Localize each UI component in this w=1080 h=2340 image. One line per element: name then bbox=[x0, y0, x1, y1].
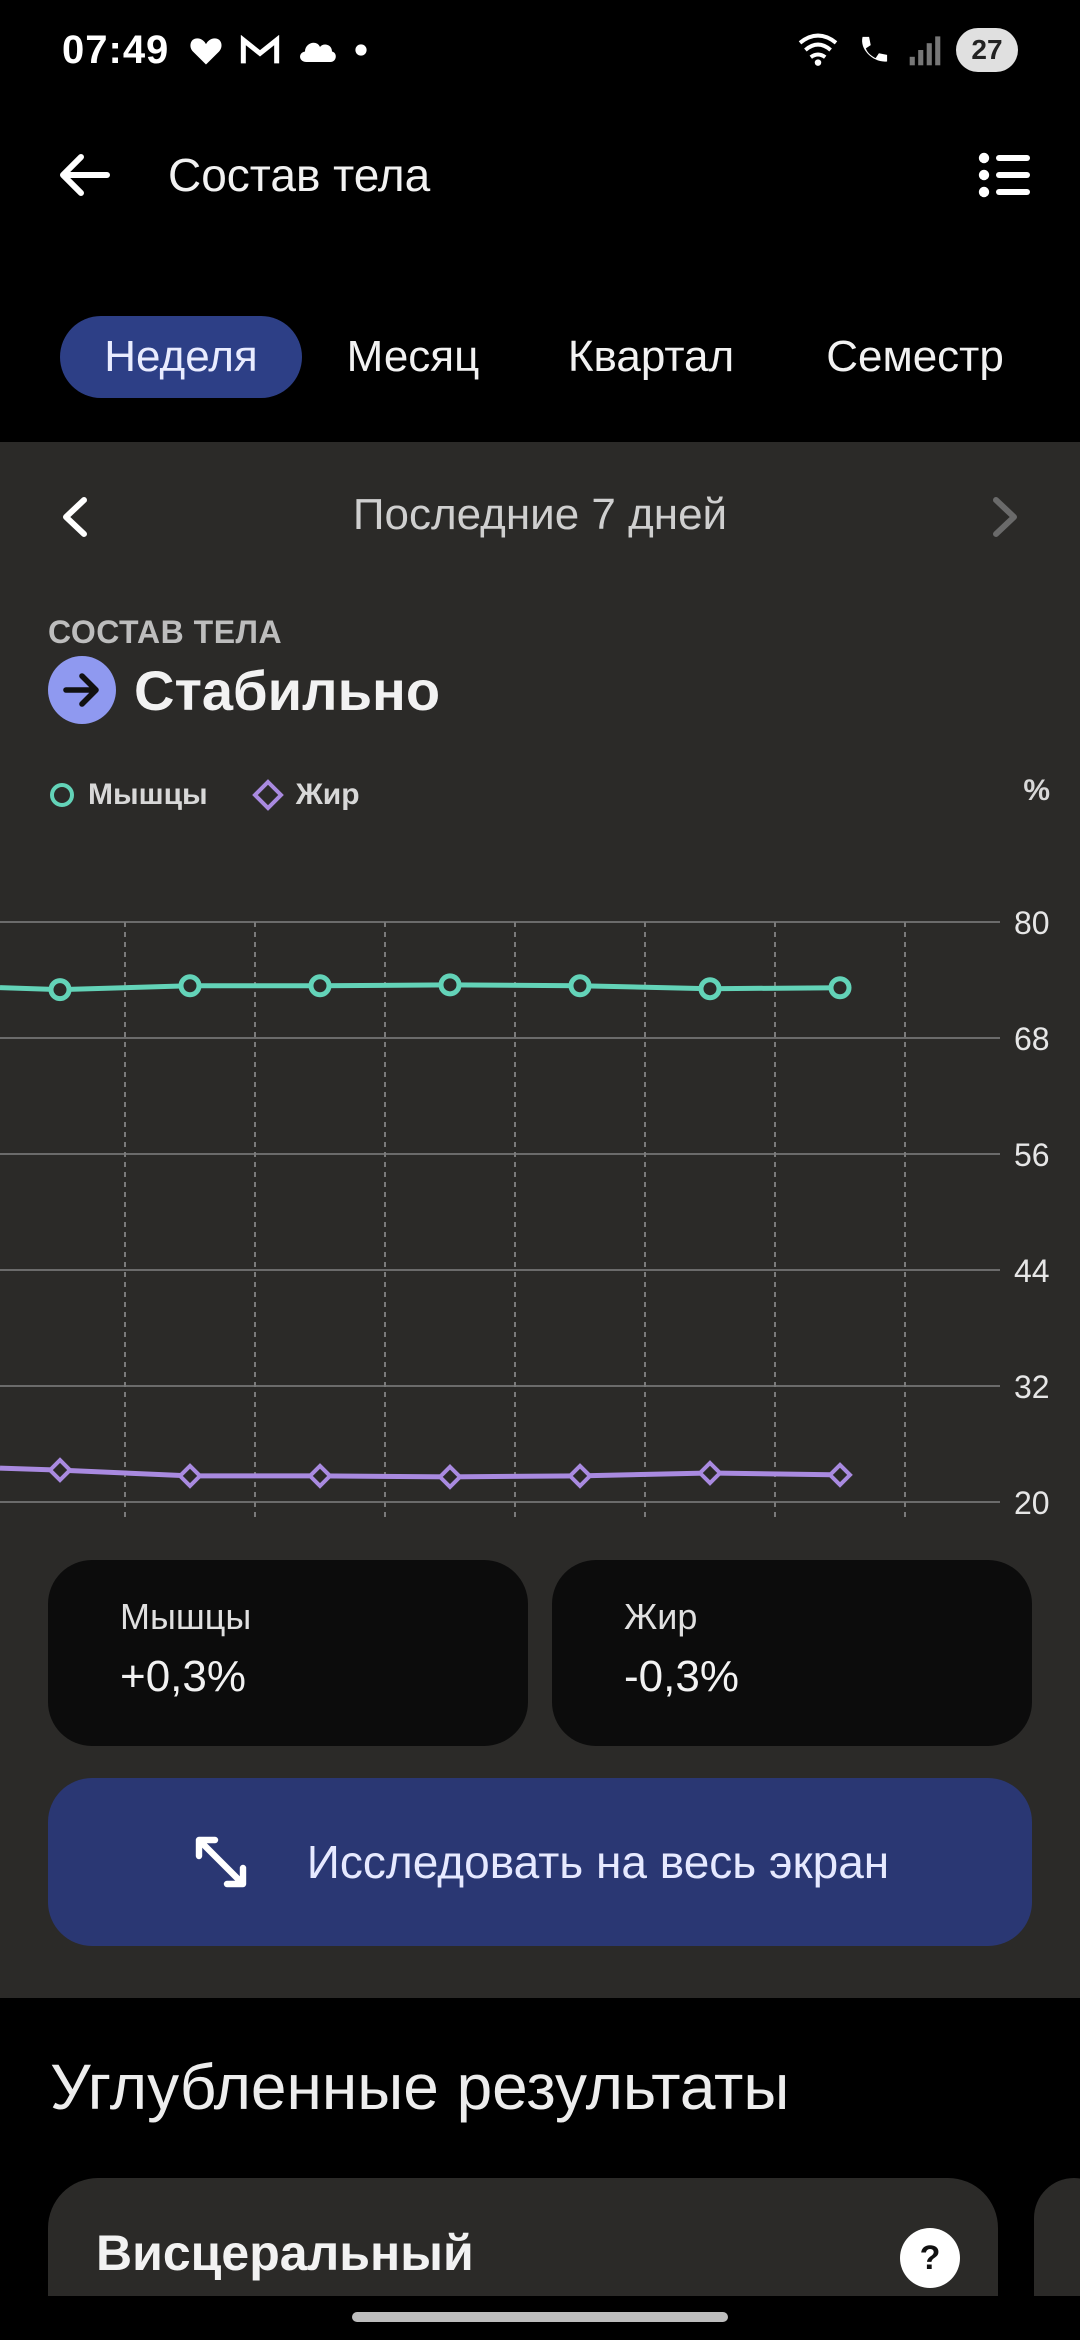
y-tick-label: 20 bbox=[1014, 1485, 1050, 1521]
visceral-card-title: Висцеральный bbox=[96, 2225, 474, 2281]
fat-series-line bbox=[0, 1465, 841, 1480]
status-bar: 07:49 27 bbox=[0, 0, 1080, 110]
next-period-button[interactable] bbox=[970, 482, 1040, 552]
muscle-data-point bbox=[438, 973, 462, 997]
dot-icon bbox=[355, 44, 367, 56]
gesture-nav-bar bbox=[0, 2296, 1080, 2340]
chevron-left-icon bbox=[63, 497, 87, 537]
muscle-data-point bbox=[178, 974, 202, 998]
x-tick-label: Пт bbox=[659, 1519, 697, 1522]
fat-data-point bbox=[47, 1457, 73, 1483]
fat-data-point bbox=[697, 1460, 723, 1486]
period-tabs: Неделя Месяц Квартал Семестр bbox=[0, 316, 1080, 400]
muscle-data-point bbox=[828, 976, 852, 1000]
change-stats: Мышцы +0,3% Жир -0,3% bbox=[48, 1560, 1032, 1746]
wifi-icon bbox=[798, 33, 838, 66]
deep-results-title: Углубленные результаты bbox=[50, 2051, 790, 2123]
fat-data-point bbox=[177, 1463, 203, 1489]
arrow-right-icon bbox=[48, 656, 116, 724]
wifi-calling-icon bbox=[862, 36, 888, 62]
back-button[interactable] bbox=[50, 140, 120, 210]
fat-data-point bbox=[307, 1463, 333, 1489]
expand-diagonal-icon bbox=[195, 1836, 246, 1888]
page-title: Состав тела bbox=[168, 149, 431, 201]
list-menu-button[interactable] bbox=[970, 140, 1040, 210]
y-tick-label: 56 bbox=[1014, 1137, 1050, 1173]
y-tick-label: 32 bbox=[1014, 1369, 1050, 1405]
x-tick-label: Сб bbox=[789, 1519, 830, 1522]
muscle-data-point bbox=[568, 974, 592, 998]
explore-fullscreen-label: Исследовать на весь экран bbox=[306, 1836, 890, 1888]
status-time: 07:49 bbox=[62, 28, 170, 72]
x-tick-label: Вс bbox=[919, 1519, 956, 1522]
muscle-change-card: Мышцы +0,3% bbox=[48, 1560, 528, 1746]
chevron-right-icon bbox=[993, 497, 1017, 537]
diamond-marker-icon bbox=[251, 779, 284, 811]
tab-quarter[interactable]: Квартал bbox=[567, 332, 735, 381]
tab-semester[interactable]: Семестр bbox=[826, 332, 1004, 381]
muscle-data-point bbox=[308, 974, 332, 998]
fat-change-card: Жир -0,3% bbox=[552, 1560, 1032, 1746]
legend-fat-label: Жир bbox=[295, 778, 360, 811]
previous-period-button[interactable] bbox=[40, 482, 110, 552]
muscle-change-value: +0,3% bbox=[120, 1652, 246, 1701]
fat-data-point bbox=[437, 1464, 463, 1490]
cloud-icon bbox=[300, 42, 336, 62]
fat-change-value: -0,3% bbox=[624, 1652, 739, 1701]
body-composition-chart: 20 32 44 56 68 80 Пн Вт Ср Чт Пт Сб Вс bbox=[0, 905, 1050, 1522]
fat-data-point bbox=[827, 1462, 853, 1488]
signal-icon bbox=[909, 36, 941, 66]
muscle-data-point bbox=[48, 978, 72, 1002]
fat-change-label: Жир bbox=[624, 1596, 698, 1637]
chart-legend: Мышцы Жир bbox=[48, 778, 360, 812]
fat-data-point bbox=[567, 1463, 593, 1489]
notification-icons bbox=[188, 34, 368, 66]
trend-status: Стабильно bbox=[48, 656, 440, 724]
y-tick-label: 68 bbox=[1014, 1021, 1050, 1057]
question-mark-icon: ? bbox=[919, 2238, 941, 2277]
x-tick-label: Чт bbox=[529, 1519, 565, 1522]
unit-label: % bbox=[1023, 774, 1050, 807]
section-label: СОСТАВ ТЕЛА bbox=[48, 614, 283, 650]
body-composition-card: Последние 7 дней СОСТАВ ТЕЛА Стабильно М… bbox=[0, 442, 1080, 1998]
x-tick-label: Ср bbox=[399, 1519, 440, 1522]
tab-month[interactable]: Месяц bbox=[346, 332, 480, 381]
x-tick-label: Вт bbox=[269, 1519, 304, 1522]
app-bar: Состав тела bbox=[0, 120, 1080, 240]
gmail-icon bbox=[240, 35, 280, 64]
x-tick-label: Пн bbox=[139, 1519, 180, 1522]
legend-fat: Жир bbox=[251, 778, 360, 812]
explore-fullscreen-button[interactable]: Исследовать на весь экран bbox=[48, 1778, 1032, 1946]
arrow-left-icon bbox=[60, 154, 110, 196]
period-label: Последние 7 дней bbox=[352, 490, 728, 539]
home-indicator[interactable] bbox=[352, 2312, 728, 2322]
battery-indicator: 27 bbox=[956, 28, 1018, 72]
period-navigator: Последние 7 дней bbox=[0, 472, 1080, 562]
heart-icon bbox=[190, 38, 222, 65]
legend-muscle: Мышцы bbox=[48, 778, 208, 812]
muscle-series-line bbox=[0, 982, 841, 993]
y-tick-label: 44 bbox=[1014, 1253, 1050, 1289]
y-tick-label: 80 bbox=[1014, 905, 1050, 941]
system-icons: 27 bbox=[796, 28, 1018, 72]
muscle-change-label: Мышцы bbox=[120, 1596, 252, 1637]
tab-week[interactable]: Неделя bbox=[60, 316, 302, 398]
help-button[interactable]: ? bbox=[900, 2228, 960, 2288]
circle-marker-icon bbox=[50, 783, 74, 807]
list-icon bbox=[978, 152, 1030, 198]
trend-status-text: Стабильно bbox=[134, 658, 441, 722]
muscle-data-point bbox=[698, 977, 722, 1001]
legend-muscle-label: Мышцы bbox=[88, 778, 208, 811]
